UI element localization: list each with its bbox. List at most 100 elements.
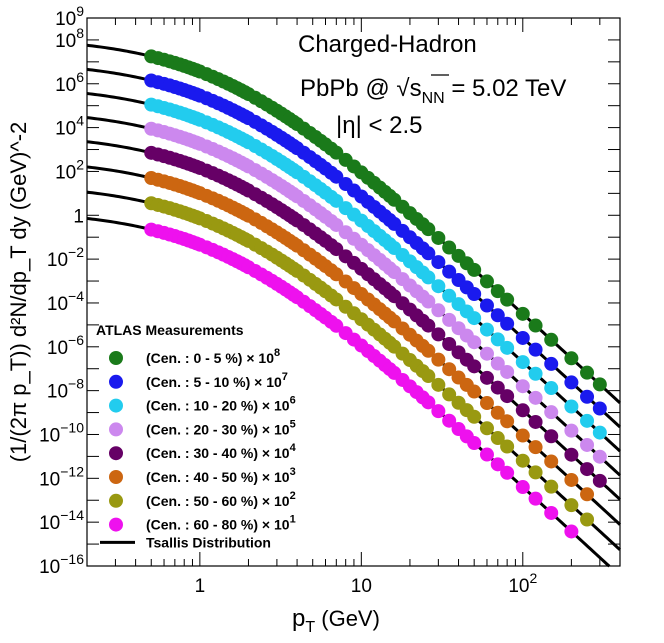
data-point	[515, 306, 530, 321]
data-point	[421, 318, 436, 333]
annotation-eta: |η| < 2.5	[336, 112, 423, 139]
data-point	[421, 395, 436, 410]
data-point	[564, 399, 579, 414]
data-point	[467, 384, 482, 399]
y-tick-label: 10−6	[47, 332, 84, 359]
y-tick-label: 1	[73, 206, 84, 227]
data-point	[431, 404, 446, 419]
data-point	[479, 447, 494, 462]
data-point	[490, 380, 505, 395]
data-point	[479, 274, 494, 289]
data-point	[431, 279, 446, 294]
data-point	[500, 316, 515, 331]
legend-label: (Cen. : 40 - 50 %) × 103	[146, 466, 296, 485]
y-axis-title: (1/(2π p_T)) d²N/dp_T dy (GeV)^-2	[6, 122, 31, 463]
data-point	[500, 364, 515, 379]
data-point	[431, 377, 446, 392]
data-point	[421, 222, 436, 237]
legend-marker	[109, 422, 123, 437]
data-point	[544, 505, 559, 520]
y-tick-label: 10−2	[47, 244, 84, 271]
data-point	[564, 498, 579, 513]
legend-label: (Cen. : 10 - 20 %) × 106	[146, 395, 296, 414]
data-point	[544, 454, 559, 469]
legend-label: (Cen. : 0 - 5 %) × 108	[146, 347, 280, 366]
data-point	[592, 425, 607, 440]
data-point	[421, 294, 436, 309]
data-point	[528, 390, 543, 405]
data-point	[528, 440, 543, 455]
data-point	[580, 462, 595, 477]
series-1	[144, 49, 607, 392]
data-point	[421, 343, 436, 358]
data-points	[144, 49, 607, 539]
data-point	[479, 421, 494, 436]
data-point	[431, 303, 446, 318]
data-point	[442, 240, 457, 255]
data-point	[421, 270, 436, 285]
data-point	[442, 312, 457, 327]
y-tick-label: 104	[55, 113, 84, 140]
legend-marker	[109, 517, 123, 532]
data-point	[528, 491, 543, 506]
data-point	[592, 377, 607, 392]
y-tick-label: 10−8	[47, 376, 84, 403]
data-point	[528, 366, 543, 381]
data-point	[467, 335, 482, 350]
data-point	[580, 389, 595, 404]
data-point	[442, 362, 457, 377]
data-point	[544, 479, 559, 494]
data-point	[544, 405, 559, 420]
x-axis-title: pT (GeV)	[292, 605, 380, 636]
series-6	[144, 171, 595, 502]
legend-label: (Cen. : 30 - 40 %) × 104	[146, 442, 297, 461]
y-tick-labels: 10−16 10−14 10−12 10−10 10−8 10−6 10−4 10−2 1 102…	[39, 3, 84, 578]
data-point	[490, 431, 505, 446]
annotation-collision: PbPb @ √sNN = 5.02 TeV	[300, 75, 566, 107]
data-point	[500, 389, 515, 404]
legend-label: (Cen. : 5 - 10 %) × 107	[146, 371, 288, 390]
data-point	[479, 298, 494, 313]
data-point	[515, 330, 530, 345]
data-point	[442, 264, 457, 279]
data-point	[515, 403, 530, 418]
series-3	[144, 97, 607, 440]
data-point	[490, 332, 505, 347]
data-point	[500, 439, 515, 454]
data-point	[431, 352, 446, 367]
legend-marker	[109, 374, 123, 389]
data-point	[592, 473, 607, 488]
series-7	[144, 196, 595, 527]
data-point	[544, 356, 559, 371]
annotation-title: Charged-Hadron	[298, 31, 477, 58]
series-4	[144, 121, 607, 464]
data-point	[544, 381, 559, 396]
data-point	[467, 409, 482, 424]
y-tick-label: 10−10	[39, 419, 84, 446]
data-point	[442, 387, 457, 402]
annotation: Charged-Hadron PbPb @ √sNN = 5.02 TeV |η…	[298, 31, 566, 139]
data-point	[528, 465, 543, 480]
data-point	[580, 413, 595, 428]
data-point	[467, 311, 482, 326]
data-point	[564, 524, 579, 539]
y-tick-label: 10−12	[39, 463, 84, 490]
data-point	[421, 369, 436, 384]
data-point	[515, 453, 530, 468]
data-point	[467, 359, 482, 374]
data-point	[500, 465, 515, 480]
data-point	[528, 342, 543, 357]
data-point	[490, 356, 505, 371]
y-tick-label: 10−14	[39, 507, 84, 534]
series-8	[144, 222, 579, 539]
y-tick-label: 106	[55, 69, 84, 96]
legend-label: (Cen. : 60 - 80 %) × 101	[146, 514, 296, 533]
legend-fit-label: Tsallis Distribution	[146, 534, 271, 550]
legend-marker	[109, 493, 123, 508]
data-point	[467, 436, 482, 451]
data-point	[442, 413, 457, 428]
data-point	[479, 370, 494, 385]
data-point	[528, 318, 543, 333]
data-point	[580, 365, 595, 380]
